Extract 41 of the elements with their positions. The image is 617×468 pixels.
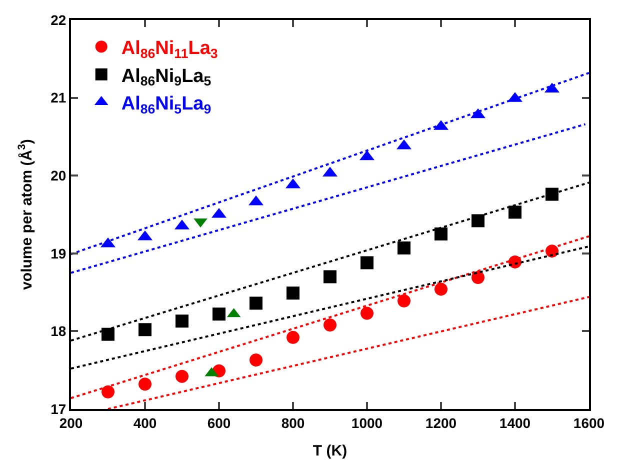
point xyxy=(472,214,484,228)
x-tick-label: 200 xyxy=(59,414,83,431)
x-tick-label: 400 xyxy=(133,414,157,431)
x-tick-label: 800 xyxy=(281,414,305,431)
y-tick-label: 19 xyxy=(50,245,66,262)
point xyxy=(434,227,448,240)
y-tick-label: 18 xyxy=(50,323,66,340)
y-tick-label: 20 xyxy=(50,168,66,184)
point xyxy=(102,385,114,398)
point xyxy=(324,318,336,332)
y-tick-label: 22 xyxy=(50,12,66,28)
point xyxy=(434,282,448,296)
point xyxy=(546,188,558,201)
point xyxy=(138,378,152,391)
legend-label: Al$_{86}$Ni$_{5}$La$_{9}$ xyxy=(121,93,212,116)
point xyxy=(324,270,336,284)
y-tick-label: 21 xyxy=(50,90,66,106)
x-tick-label: 600 xyxy=(207,414,231,431)
point xyxy=(138,323,152,336)
point xyxy=(176,370,188,383)
point xyxy=(176,314,188,328)
point xyxy=(286,286,300,300)
point xyxy=(398,294,410,308)
legend-label: Al$_{86}$Ni$_{9}$La$_{5}$ xyxy=(121,66,212,89)
x-tick-label: 1200 xyxy=(425,414,457,431)
point xyxy=(250,296,262,310)
point xyxy=(286,330,300,344)
x-tick-label: 1600 xyxy=(573,414,605,431)
x-axis-title: T (K) xyxy=(312,442,348,460)
x-tick-label: 1400 xyxy=(499,414,531,431)
point xyxy=(360,306,374,320)
point xyxy=(398,241,410,254)
point xyxy=(212,308,226,321)
point xyxy=(472,271,484,284)
point xyxy=(508,206,522,219)
point xyxy=(102,328,114,341)
point xyxy=(250,353,262,366)
legend-label: Al$_{86}$Ni$_{11}$La$_{3}$ xyxy=(121,38,218,62)
y-tick-label: 17 xyxy=(50,400,66,417)
point xyxy=(360,256,374,270)
x-tick-label: 1000 xyxy=(351,414,383,431)
